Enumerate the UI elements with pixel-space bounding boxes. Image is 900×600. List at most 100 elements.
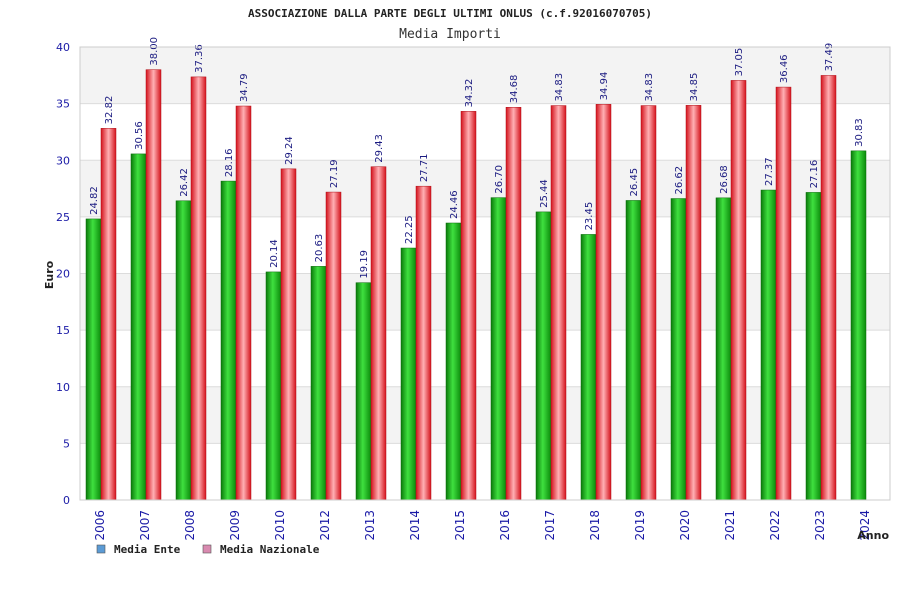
chart-subtitle: Media Importi [399, 27, 501, 42]
bar-media-ente [805, 192, 822, 501]
bar-media-ente [400, 247, 417, 501]
legend: Media Ente Media Nazionale [96, 543, 320, 556]
data-label: 29.43 [374, 134, 385, 163]
x-tick-label: 2007 [138, 510, 152, 541]
bar-media-ente [220, 180, 237, 501]
data-label: 34.79 [239, 73, 250, 102]
bar-media-nazionale [190, 76, 207, 501]
bar-media-nazionale [100, 128, 117, 501]
data-label: 20.14 [269, 239, 280, 268]
data-label: 37.05 [734, 48, 745, 77]
bar-media-ente [850, 150, 867, 501]
plot-band [80, 443, 890, 500]
data-label: 27.19 [329, 159, 340, 188]
bar-media-nazionale [280, 168, 297, 501]
x-tick-label: 2009 [228, 510, 242, 541]
x-tick-label: 2012 [318, 510, 332, 541]
data-label: 24.46 [449, 190, 460, 219]
x-tick-label: 2022 [768, 510, 782, 541]
x-tick-label: 2017 [543, 510, 557, 541]
bar-media-nazionale [685, 105, 702, 501]
bar-media-ente [310, 266, 327, 501]
y-axis-label: Euro [43, 260, 56, 289]
x-tick-label: 2024 [858, 510, 872, 541]
chart-title: ASSOCIAZIONE DALLA PARTE DEGLI ULTIMI ON… [248, 7, 652, 20]
data-label: 34.68 [509, 75, 520, 104]
plot-band [80, 216, 890, 274]
data-label: 22.25 [404, 215, 415, 244]
bar-media-nazionale [820, 75, 837, 501]
bar-media-nazionale [775, 86, 792, 501]
y-tick-label: 35 [56, 98, 70, 111]
bar-media-nazionale [235, 105, 252, 501]
data-label: 34.94 [599, 72, 610, 101]
bar-media-ente [175, 200, 192, 501]
plot-band [80, 386, 890, 444]
legend-swatch-media-ente [96, 544, 106, 554]
x-axis-label: Anno [857, 529, 889, 542]
x-tick-label: 2020 [678, 510, 692, 541]
y-tick-label: 40 [56, 41, 70, 54]
y-tick-label: 30 [56, 154, 70, 167]
data-label: 28.16 [224, 148, 235, 177]
bar-media-ente [625, 200, 642, 501]
bar-media-ente [760, 189, 777, 501]
data-label: 38.00 [149, 37, 160, 66]
data-label: 26.45 [629, 168, 640, 197]
data-label: 32.82 [104, 96, 115, 125]
plot-band [80, 330, 890, 387]
y-tick-label: 10 [56, 381, 70, 394]
data-label: 27.71 [419, 154, 430, 183]
bar-media-nazionale [595, 104, 612, 501]
data-label: 20.63 [314, 234, 325, 263]
data-label: 36.46 [779, 54, 790, 83]
x-tick-label: 2016 [498, 510, 512, 541]
bar-media-ente [490, 197, 507, 501]
x-tick-label: 2019 [633, 510, 647, 541]
bar-media-nazionale [415, 185, 432, 501]
x-tick-label: 2018 [588, 510, 602, 541]
data-label: 34.83 [644, 73, 655, 102]
bar-media-ente [85, 218, 102, 501]
bar-media-ente [580, 234, 597, 501]
data-label: 19.19 [359, 250, 370, 279]
data-label: 26.68 [719, 165, 730, 194]
y-tick-label: 5 [63, 437, 70, 450]
plot-band [80, 47, 890, 104]
x-tick-label: 2010 [273, 510, 287, 541]
x-tick-label: 2006 [93, 510, 107, 541]
bar-media-ente [265, 271, 282, 501]
bar-media-ente [715, 197, 732, 501]
bar-media-nazionale [505, 106, 522, 501]
bar-media-ente [445, 222, 462, 501]
data-label: 34.83 [554, 73, 565, 102]
bar-media-nazionale [325, 191, 342, 501]
legend-label-media-nazionale: Media Nazionale [220, 543, 320, 556]
x-tick-label: 2008 [183, 510, 197, 541]
data-label: 23.45 [584, 202, 595, 231]
x-tick-label: 2021 [723, 510, 737, 541]
data-label: 34.85 [689, 73, 700, 102]
data-label: 26.42 [179, 168, 190, 197]
data-label: 24.82 [89, 186, 100, 215]
data-label: 27.16 [809, 160, 820, 189]
x-tick-label: 2014 [408, 510, 422, 541]
data-label: 34.32 [464, 79, 475, 108]
x-tick-label: 2015 [453, 510, 467, 541]
data-label: 26.62 [674, 166, 685, 195]
y-tick-label: 25 [56, 211, 70, 224]
data-label: 26.70 [494, 165, 505, 194]
legend-swatch-media-nazionale [202, 544, 212, 554]
x-tick-label: 2023 [813, 510, 827, 541]
bar-media-ente [670, 198, 687, 501]
bar-media-ente [130, 153, 147, 501]
bar-media-nazionale [145, 69, 162, 501]
data-label: 37.49 [824, 43, 835, 72]
data-label: 29.24 [284, 136, 295, 165]
data-label: 30.83 [854, 118, 865, 147]
bar-media-nazionale [370, 166, 387, 501]
bar-media-ente [535, 211, 552, 501]
legend-label-media-ente: Media Ente [114, 543, 181, 556]
